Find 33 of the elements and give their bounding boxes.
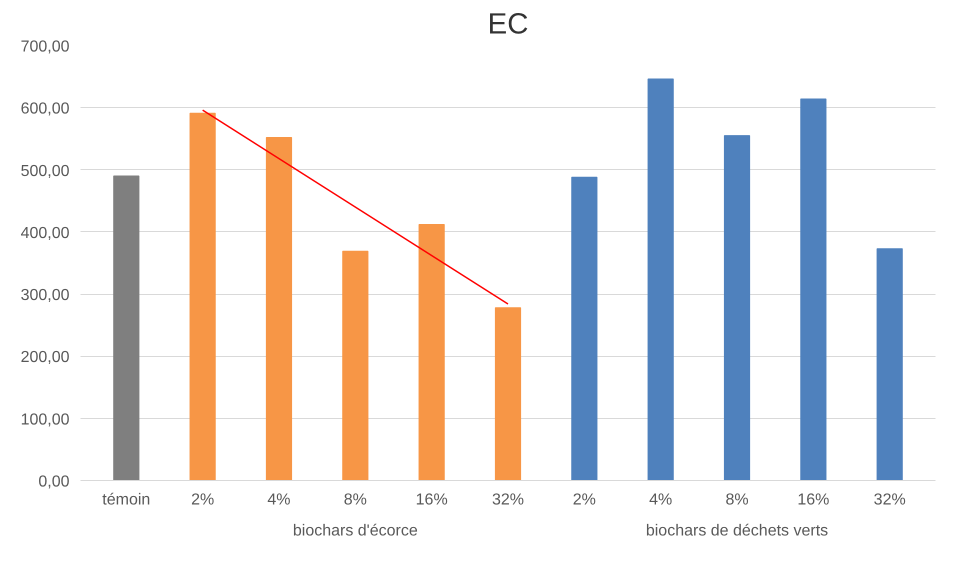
x-tick-label: 16%: [797, 492, 830, 508]
text: biochars d'écorce: [292, 522, 418, 540]
bar: [494, 307, 522, 480]
y-tick-label: 500,00: [20, 162, 70, 180]
x-tick-label: 16%: [416, 492, 448, 508]
bar: [876, 248, 903, 480]
y-tick-label: 300,00: [20, 287, 70, 304]
bar: [266, 136, 292, 480]
bar: [113, 176, 140, 480]
x-tick-label: 4%: [649, 492, 672, 508]
x-tick-label: 2%: [572, 492, 596, 508]
bar: [571, 176, 598, 480]
bar: [418, 224, 445, 480]
bar: [800, 98, 826, 480]
x-tick-label: 32%: [874, 492, 906, 508]
bar: [190, 112, 216, 480]
y-tick-label: 100,00: [20, 411, 70, 428]
x-tick-label: 8%: [725, 492, 749, 508]
y-tick-label: 200,00: [20, 349, 70, 366]
chart-title: EC: [488, 8, 528, 40]
x-tick-label: 2%: [191, 492, 214, 508]
bar: [342, 250, 368, 480]
x-tick-label: 4%: [267, 492, 291, 508]
bar: [648, 78, 674, 480]
bar: [724, 135, 750, 480]
y-tick-label: 700,00: [20, 38, 70, 56]
x-tick-label: 32%: [492, 492, 524, 508]
text: biochars de déchets verts: [646, 522, 828, 540]
x-tick-label: 8%: [344, 492, 367, 508]
y-tick-label: 600,00: [20, 100, 70, 118]
y-tick-label: 400,00: [20, 224, 70, 242]
x-tick-label: témoin: [102, 492, 150, 508]
y-tick-label: 0,00: [38, 474, 70, 490]
